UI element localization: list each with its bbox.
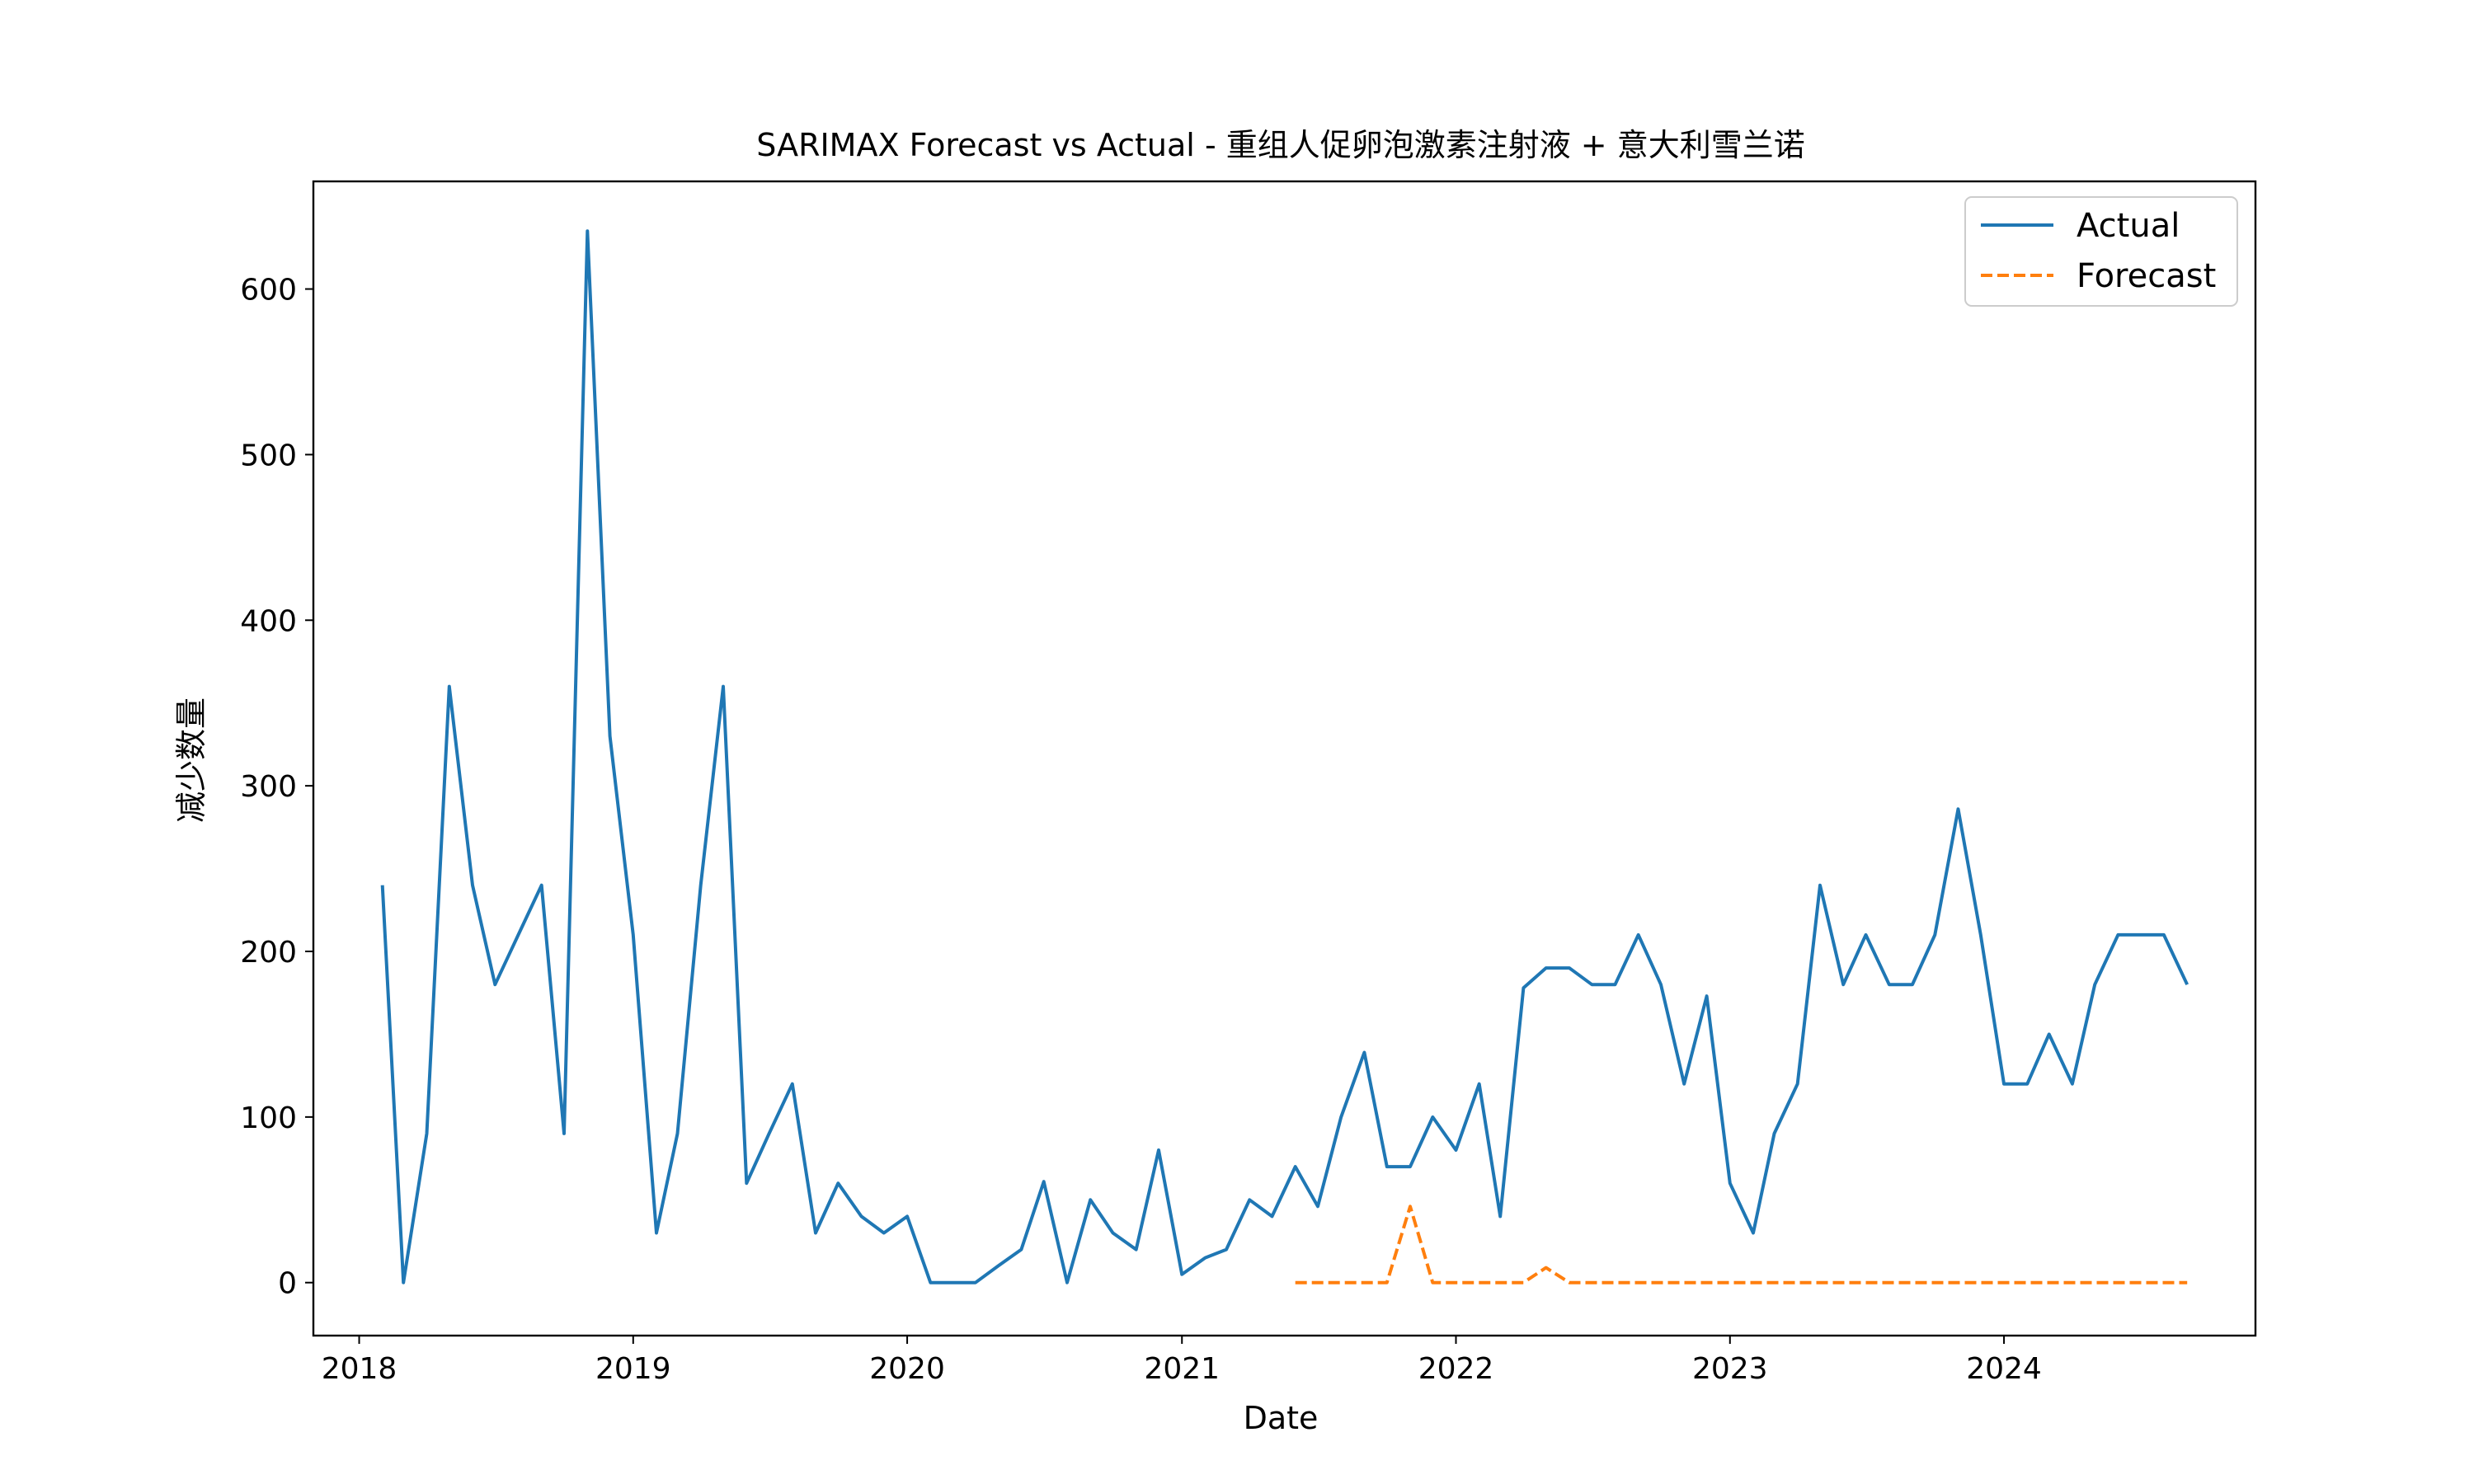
x-tick-label: 2018 bbox=[322, 1352, 397, 1386]
x-axis-label: Date bbox=[1244, 1400, 1319, 1436]
chart-title: SARIMAX Forecast vs Actual - 重组人促卵泡激素注射液… bbox=[756, 127, 1804, 163]
series-line-actual bbox=[380, 229, 2189, 1284]
legend-actual-label: Actual bbox=[2077, 207, 2180, 245]
x-tick-label: 2024 bbox=[1966, 1352, 2042, 1386]
y-tick-label: 300 bbox=[240, 770, 297, 804]
x-tick-label: 2020 bbox=[869, 1352, 945, 1386]
y-tick-label: 0 bbox=[278, 1267, 297, 1301]
series-line-forecast bbox=[1295, 1205, 2188, 1284]
plot-lines bbox=[380, 229, 2189, 1284]
x-axis: 2018 2019 2020 2021 2022 2023 2024 bbox=[322, 1336, 2042, 1386]
y-tick-label: 500 bbox=[240, 439, 297, 472]
y-tick-label: 600 bbox=[240, 274, 297, 308]
y-axis: 0 100 200 300 400 500 600 bbox=[240, 274, 313, 1301]
x-tick-label: 2023 bbox=[1692, 1352, 1768, 1386]
x-tick-label: 2019 bbox=[595, 1352, 671, 1386]
legend-forecast-label: Forecast bbox=[2077, 257, 2216, 295]
y-tick-label: 200 bbox=[240, 936, 297, 970]
plot-frame bbox=[312, 180, 2257, 1337]
y-axis-label: 减少数量 bbox=[173, 697, 209, 823]
x-tick-label: 2022 bbox=[1418, 1352, 1494, 1386]
x-tick-label: 2021 bbox=[1144, 1352, 1220, 1386]
legend: Actual Forecast bbox=[1964, 196, 2238, 307]
y-tick-label: 100 bbox=[240, 1101, 297, 1135]
y-tick-label: 400 bbox=[240, 604, 297, 638]
